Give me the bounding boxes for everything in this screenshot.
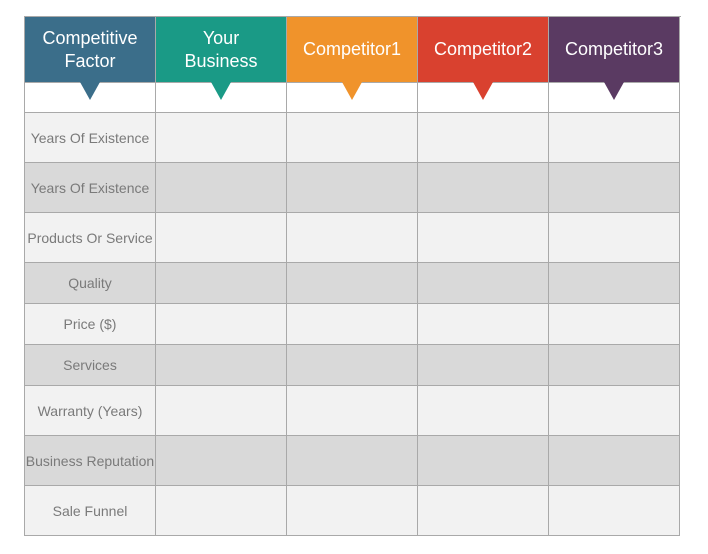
table-row: Years Of Existence	[25, 163, 681, 213]
factor-cell: Services	[25, 345, 156, 386]
value-cell[interactable]	[549, 263, 680, 304]
factor-cell: Products Or Service	[25, 213, 156, 263]
header-row: Competitive Factor Your Business Competi…	[25, 17, 681, 100]
value-cell[interactable]	[418, 113, 549, 163]
value-cell[interactable]	[156, 304, 287, 345]
value-cell[interactable]	[549, 304, 680, 345]
value-cell[interactable]	[156, 345, 287, 386]
header-label: Competitive Factor	[42, 27, 138, 71]
header-competitive-factor: Competitive Factor	[25, 17, 156, 100]
table-row: Sale Funnel	[25, 486, 681, 536]
factor-cell: Business Reputation	[25, 436, 156, 486]
value-cell[interactable]	[549, 386, 680, 436]
value-cell[interactable]	[156, 486, 287, 536]
header-label: Competitor1	[302, 39, 402, 59]
table-row: Products Or Service	[25, 213, 681, 263]
header-competitor3: Competitor3	[549, 17, 680, 100]
value-cell[interactable]	[549, 436, 680, 486]
value-cell[interactable]	[418, 263, 549, 304]
value-cell[interactable]	[549, 163, 680, 213]
value-cell[interactable]	[287, 486, 418, 536]
value-cell[interactable]	[287, 113, 418, 163]
value-cell[interactable]	[549, 213, 680, 263]
factor-cell: Sale Funnel	[25, 486, 156, 536]
value-cell[interactable]	[418, 345, 549, 386]
value-cell[interactable]	[156, 163, 287, 213]
value-cell[interactable]	[156, 436, 287, 486]
value-cell[interactable]	[156, 113, 287, 163]
pointer-arrow	[342, 82, 362, 100]
value-cell[interactable]	[287, 263, 418, 304]
value-cell[interactable]	[418, 304, 549, 345]
pointer-arrow	[80, 82, 100, 100]
value-cell[interactable]	[287, 386, 418, 436]
header-your-business: Your Business	[156, 17, 287, 100]
factor-cell: Years Of Existence	[25, 113, 156, 163]
value-cell[interactable]	[287, 436, 418, 486]
table-row: Years Of Existence	[25, 113, 681, 163]
value-cell[interactable]	[418, 436, 549, 486]
factor-cell: Years Of Existence	[25, 163, 156, 213]
value-cell[interactable]	[549, 486, 680, 536]
pointer-arrow	[211, 82, 231, 100]
table-row: Warranty (Years)	[25, 386, 681, 436]
value-cell[interactable]	[156, 386, 287, 436]
value-cell[interactable]	[156, 263, 287, 304]
value-cell[interactable]	[418, 213, 549, 263]
table-row: Quality	[25, 263, 681, 304]
value-cell[interactable]	[287, 304, 418, 345]
value-cell[interactable]	[549, 345, 680, 386]
value-cell[interactable]	[418, 163, 549, 213]
value-cell[interactable]	[287, 163, 418, 213]
header-competitor1: Competitor1	[287, 17, 418, 100]
value-cell[interactable]	[418, 486, 549, 536]
value-cell[interactable]	[156, 213, 287, 263]
header-label: Your Business	[184, 27, 258, 71]
value-cell[interactable]	[549, 113, 680, 163]
table-row: Services	[25, 345, 681, 386]
value-cell[interactable]	[418, 386, 549, 436]
header-competitor2: Competitor2	[418, 17, 549, 100]
value-cell[interactable]	[287, 345, 418, 386]
header-label: Competitor2	[433, 39, 533, 59]
competitive-analysis-table: Competitive Factor Your Business Competi…	[24, 16, 681, 536]
pointer-arrow	[473, 82, 493, 100]
value-cell[interactable]	[287, 213, 418, 263]
pointer-arrow	[604, 82, 624, 100]
header-label: Competitor3	[564, 39, 664, 59]
table-row: Business Reputation	[25, 436, 681, 486]
factor-cell: Price ($)	[25, 304, 156, 345]
factor-cell: Warranty (Years)	[25, 386, 156, 436]
factor-cell: Quality	[25, 263, 156, 304]
table-row: Price ($)	[25, 304, 681, 345]
